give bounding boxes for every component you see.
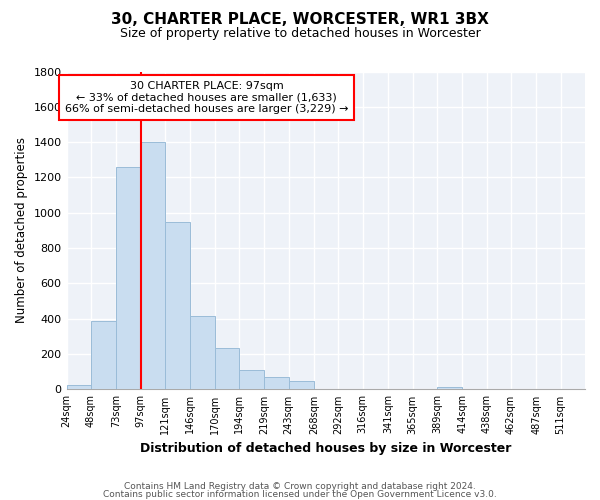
Text: Contains HM Land Registry data © Crown copyright and database right 2024.: Contains HM Land Registry data © Crown c… — [124, 482, 476, 491]
Bar — [265, 377, 289, 390]
Bar — [91, 320, 116, 390]
Bar — [67, 385, 91, 390]
Bar — [239, 370, 265, 390]
Text: 30 CHARTER PLACE: 97sqm
← 33% of detached houses are smaller (1,633)
66% of semi: 30 CHARTER PLACE: 97sqm ← 33% of detache… — [65, 81, 348, 114]
Bar — [215, 348, 239, 390]
X-axis label: Distribution of detached houses by size in Worcester: Distribution of detached houses by size … — [140, 442, 511, 455]
Text: Size of property relative to detached houses in Worcester: Size of property relative to detached ho… — [119, 28, 481, 40]
Text: Contains public sector information licensed under the Open Government Licence v3: Contains public sector information licen… — [103, 490, 497, 499]
Bar — [289, 380, 314, 390]
Bar — [165, 222, 190, 390]
Text: 30, CHARTER PLACE, WORCESTER, WR1 3BX: 30, CHARTER PLACE, WORCESTER, WR1 3BX — [111, 12, 489, 28]
Bar — [116, 167, 140, 390]
Bar — [140, 142, 165, 390]
Bar — [190, 316, 215, 390]
Y-axis label: Number of detached properties: Number of detached properties — [15, 138, 28, 324]
Bar — [437, 387, 462, 390]
